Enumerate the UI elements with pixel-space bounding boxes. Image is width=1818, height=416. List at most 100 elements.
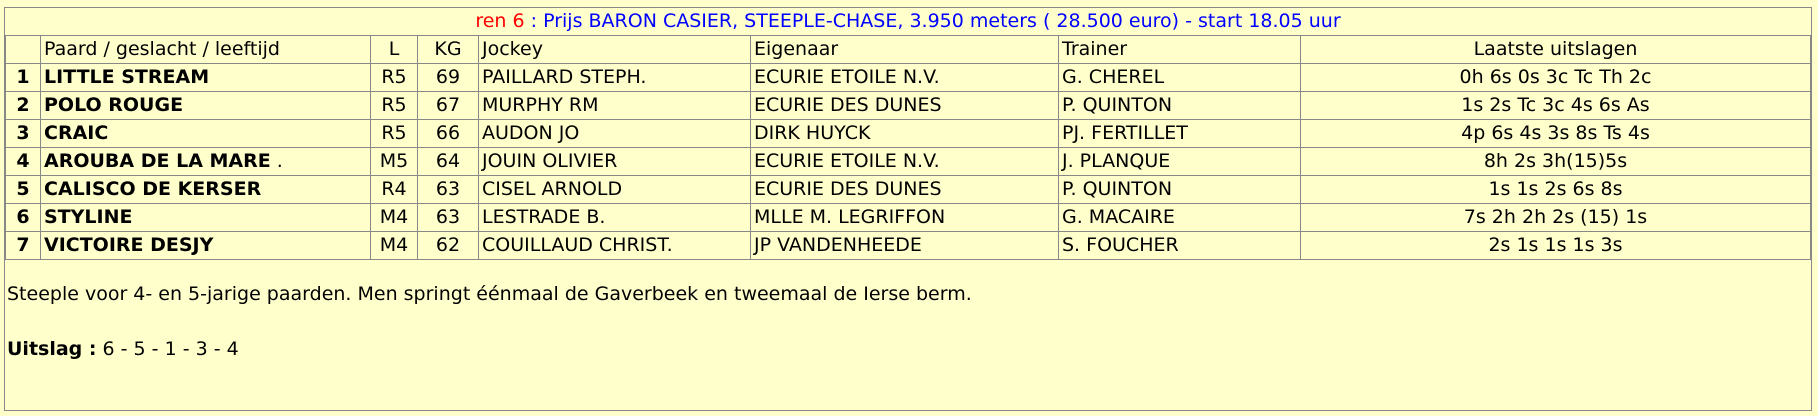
cell-jockey: COUILLAUD CHRIST. bbox=[478, 231, 751, 260]
jockey-text: CISEL ARNOLD bbox=[482, 178, 623, 200]
race-table: ren 6 : Prijs BARON CASIER, STEEPLE-CHAS… bbox=[5, 8, 1811, 260]
jockey-text: LESTRADE B. bbox=[482, 206, 606, 228]
cell-trainer: PJ. FERTILLET bbox=[1058, 119, 1301, 148]
kg-text: 69 bbox=[435, 66, 461, 88]
race-description: : Prijs BARON CASIER, STEEPLE-CHASE, 3.9… bbox=[530, 10, 1341, 32]
cell-l: M4 bbox=[370, 231, 418, 260]
kg-text: 64 bbox=[435, 150, 461, 172]
header-trainer: Trainer bbox=[1058, 35, 1301, 64]
horse-text: POLO ROUGE bbox=[44, 94, 184, 116]
jockey-text: AUDON JO bbox=[482, 122, 580, 144]
horse-text: STYLINE bbox=[44, 206, 133, 228]
cell-num: 3 bbox=[5, 119, 41, 148]
kg-text: 67 bbox=[435, 94, 461, 116]
cell-num: 4 bbox=[5, 147, 41, 176]
table-row: 2 POLO ROUGE R5 67 MURPHY RM ECURIE DES DUNES… bbox=[5, 91, 1811, 120]
l-text: M5 bbox=[379, 150, 409, 172]
cell-kg: 63 bbox=[417, 203, 479, 232]
cell-trainer: G. CHEREL bbox=[1058, 63, 1301, 92]
result-value: 6 - 5 - 1 - 3 - 4 bbox=[96, 338, 239, 360]
cell-kg: 69 bbox=[417, 63, 479, 92]
trainer-text: J. PLANQUE bbox=[1062, 150, 1171, 172]
results-text: 8h 2s 3h(15)5s bbox=[1483, 150, 1628, 172]
cell-owner: ECURIE DES DUNES bbox=[750, 91, 1059, 120]
cell-owner: DIRK HUYCK bbox=[750, 119, 1059, 148]
kg-text: 66 bbox=[435, 122, 461, 144]
cell-trainer: G. MACAIRE bbox=[1058, 203, 1301, 232]
horse-text: CRAIC bbox=[44, 122, 109, 144]
header-l: L bbox=[370, 35, 418, 64]
cell-horse: POLO ROUGE bbox=[40, 91, 371, 120]
header-owner: Eigenaar bbox=[750, 35, 1059, 64]
cell-jockey: CISEL ARNOLD bbox=[478, 175, 751, 204]
cell-trainer: S. FOUCHER bbox=[1058, 231, 1301, 260]
num-text: 3 bbox=[16, 122, 30, 144]
table-row: 7 VICTOIRE DESJY M4 62 COUILLAUD CHRIST. JP V… bbox=[5, 231, 1811, 260]
results-text: 4p 6s 4s 3s 8s Ts 4s bbox=[1461, 122, 1650, 144]
cell-owner: JP VANDENHEEDE bbox=[750, 231, 1059, 260]
results-text: 0h 6s 0s 3c Tc Th 2c bbox=[1459, 66, 1652, 88]
trainer-text: S. FOUCHER bbox=[1062, 234, 1179, 256]
race-title-row: ren 6 : Prijs BARON CASIER, STEEPLE-CHAS… bbox=[5, 8, 1811, 36]
cell-trainer: J. PLANQUE bbox=[1058, 147, 1301, 176]
kg-text: 62 bbox=[435, 234, 461, 256]
horse-text: LITTLE STREAM bbox=[44, 66, 210, 88]
cell-trainer: P. QUINTON bbox=[1058, 91, 1301, 120]
header-row: Paard / geslacht / leeftijd L KG Jockey … bbox=[5, 35, 1811, 64]
cell-jockey: AUDON JO bbox=[478, 119, 751, 148]
results-text: 1s 1s 2s 6s 8s bbox=[1488, 178, 1623, 200]
l-text: R5 bbox=[381, 122, 407, 144]
owner-text: MLLE M. LEGRIFFON bbox=[754, 206, 946, 228]
cell-jockey: PAILLARD STEPH. bbox=[478, 63, 751, 92]
owner-text: ECURIE DES DUNES bbox=[754, 178, 942, 200]
cell-jockey: LESTRADE B. bbox=[478, 203, 751, 232]
cell-results: 8h 2s 3h(15)5s bbox=[1300, 147, 1811, 176]
header-jockey: Jockey bbox=[478, 35, 751, 64]
race-result: Uitslag : 6 - 5 - 1 - 3 - 4 bbox=[7, 338, 239, 360]
owner-text: JP VANDENHEEDE bbox=[754, 234, 922, 256]
cell-l: R4 bbox=[370, 175, 418, 204]
cell-horse: CRAIC bbox=[40, 119, 371, 148]
cell-l: M5 bbox=[370, 147, 418, 176]
kg-text: 63 bbox=[435, 178, 461, 200]
cell-num: 1 bbox=[5, 63, 41, 92]
table-row: 5 CALISCO DE KERSER R4 63 CISEL ARNOLD ECURIE… bbox=[5, 175, 1811, 204]
l-text: M4 bbox=[379, 206, 409, 228]
owner-text: ECURIE ETOILE N.V. bbox=[754, 66, 940, 88]
trainer-text: P. QUINTON bbox=[1062, 178, 1173, 200]
cell-owner: MLLE M. LEGRIFFON bbox=[750, 203, 1059, 232]
kg-text: 63 bbox=[435, 206, 461, 228]
header-horse: Paard / geslacht / leeftijd bbox=[40, 35, 371, 64]
cell-horse: LITTLE STREAM bbox=[40, 63, 371, 92]
cell-l: R5 bbox=[370, 119, 418, 148]
cell-horse: STYLINE bbox=[40, 203, 371, 232]
cell-results: 1s 1s 2s 6s 8s bbox=[1300, 175, 1811, 204]
horse-suffix: . bbox=[270, 150, 283, 172]
horse-text: AROUBA DE LA MARE bbox=[44, 150, 271, 172]
results-text: 7s 2h 2h 2s (15) 1s bbox=[1463, 206, 1648, 228]
trainer-text: P. QUINTON bbox=[1062, 94, 1173, 116]
l-text: R5 bbox=[381, 66, 407, 88]
cell-kg: 62 bbox=[417, 231, 479, 260]
cell-results: 0h 6s 0s 3c Tc Th 2c bbox=[1300, 63, 1811, 92]
cell-jockey: JOUIN OLIVIER bbox=[478, 147, 751, 176]
owner-text: ECURIE ETOILE N.V. bbox=[754, 150, 940, 172]
cell-horse: CALISCO DE KERSER bbox=[40, 175, 371, 204]
owner-text: DIRK HUYCK bbox=[754, 122, 871, 144]
jockey-text: COUILLAUD CHRIST. bbox=[482, 234, 673, 256]
table-row: 6 STYLINE M4 63 LESTRADE B. MLLE M. LEGRIFFON… bbox=[5, 203, 1811, 232]
race-number: ren 6 bbox=[475, 10, 525, 32]
cell-trainer: P. QUINTON bbox=[1058, 175, 1301, 204]
cell-results: 1s 2s Tc 3c 4s 6s As bbox=[1300, 91, 1811, 120]
race-card: ren 6 : Prijs BARON CASIER, STEEPLE-CHAS… bbox=[4, 7, 1812, 411]
cell-jockey: MURPHY RM bbox=[478, 91, 751, 120]
cell-num: 2 bbox=[5, 91, 41, 120]
cell-l: R5 bbox=[370, 63, 418, 92]
cell-owner: ECURIE ETOILE N.V. bbox=[750, 63, 1059, 92]
cell-kg: 67 bbox=[417, 91, 479, 120]
num-text: 4 bbox=[16, 150, 30, 172]
cell-results: 4p 6s 4s 3s 8s Ts 4s bbox=[1300, 119, 1811, 148]
cell-owner: ECURIE ETOILE N.V. bbox=[750, 147, 1059, 176]
cell-horse: VICTOIRE DESJY bbox=[40, 231, 371, 260]
l-text: R4 bbox=[381, 178, 407, 200]
